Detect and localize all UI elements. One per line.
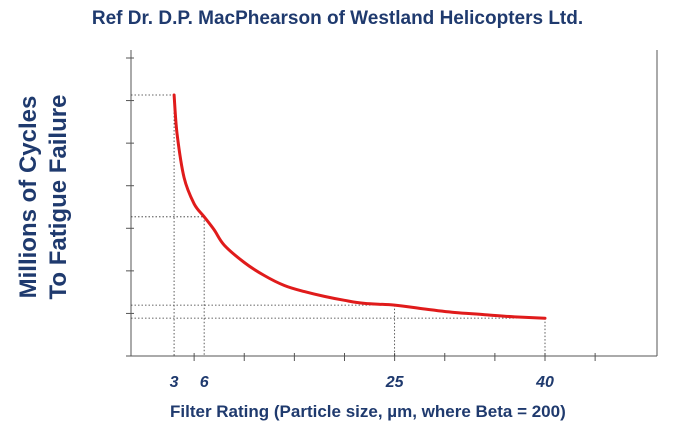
x-ticks: [193, 353, 596, 361]
data-series: [172, 93, 547, 320]
series-line: [172, 93, 547, 320]
x-axis-label: Filter Rating (Particle size, µm, where …: [170, 402, 566, 421]
plot-frame: [130, 50, 658, 357]
x-tick-label: 25: [385, 374, 405, 391]
x-tick-label: 6: [200, 374, 209, 391]
chart-title: Ref Dr. D.P. MacPhearson of Westland Hel…: [91, 8, 584, 29]
x-tick-label: 40: [535, 374, 554, 391]
x-tick-label: 3: [170, 374, 179, 391]
y-ticks: [126, 57, 134, 357]
reference-lines: [131, 94, 546, 356]
x-tick-labels: 3 6 25 40: [170, 374, 554, 391]
